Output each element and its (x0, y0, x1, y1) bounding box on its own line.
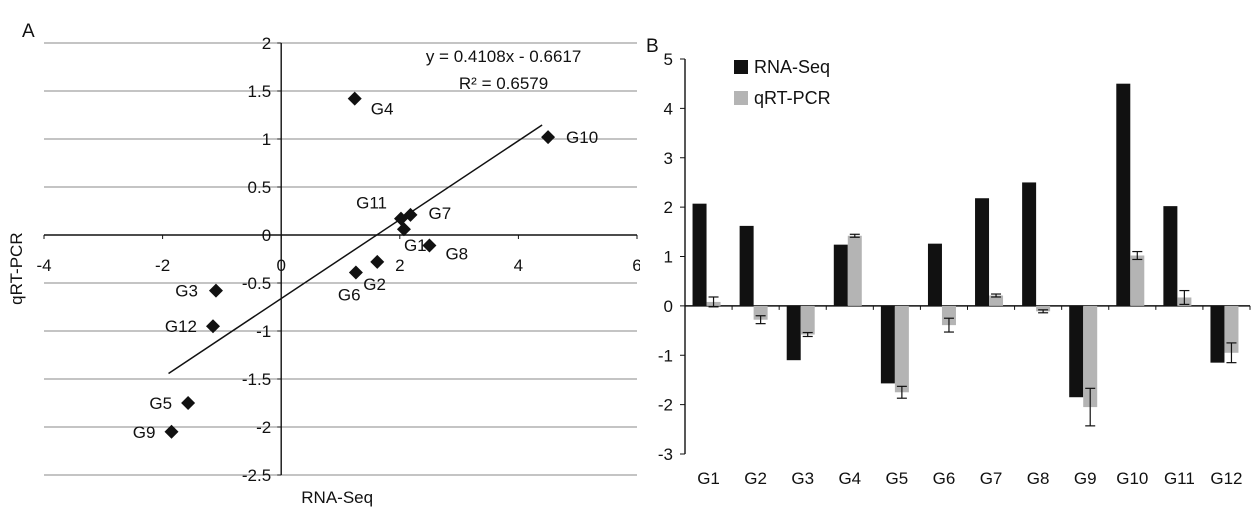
scatter-chart: A 2 1.5 1 0.5 0 -0.5 -1 -1.5 -2 -2.5 -4 -2 0 2 4 6 RNA-Se… (7, 21, 640, 507)
x-tick-label: G4 (838, 469, 861, 488)
bar-chart: B5 4 3 2 1 0 -1 -2 -3 G1 G2 G3 G4 G5 G6 G7 G8 G9 G10 G11 G12… (646, 36, 1251, 488)
scatter-point-g8 (422, 238, 437, 253)
bar-rna-seq-g6 (927, 243, 942, 306)
scatter-point-g9 (164, 424, 179, 439)
scatter-point-g4 (347, 91, 362, 106)
bar-qrt-pcr-g9 (1083, 305, 1098, 408)
scatter-point-g3 (208, 283, 223, 298)
bar-rna-seq-g3 (786, 305, 801, 361)
x-tick-label: G1 (697, 469, 720, 488)
legend-label-1: qRT-PCR (754, 88, 831, 108)
legend-swatch-1 (734, 91, 748, 105)
trendline (168, 124, 543, 375)
bar-rna-seq-g8 (1022, 182, 1037, 306)
x-tick-label: G3 (791, 469, 814, 488)
x-axis-title: RNA-Seq (301, 488, 373, 507)
bar-qrt-pcr-g12 (1224, 305, 1239, 353)
y-tick-label: -1 (256, 322, 271, 341)
x-tick-label: G9 (1074, 469, 1097, 488)
panel-label-a: A (22, 21, 35, 42)
bar-qrt-pcr-g10 (1130, 255, 1145, 306)
x-tick-label: -4 (36, 256, 51, 275)
y-tick-label: -1.5 (242, 370, 271, 389)
trendline-equation: y = 0.4108x - 0.6617 (426, 47, 581, 66)
bar-qrt-pcr-g3 (800, 305, 815, 335)
scatter-point-g11 (393, 211, 408, 226)
point-label-g6: G6 (338, 285, 361, 304)
bar-rna-seq-g2 (739, 225, 754, 306)
point-label-g10: G10 (566, 128, 598, 147)
y-tick-label: 2 (664, 198, 673, 217)
x-tick-label: G7 (980, 469, 1003, 488)
point-label-g11: G11 (356, 194, 387, 213)
bar-rna-seq-g9 (1069, 305, 1084, 398)
scatter-point-g6 (348, 265, 363, 280)
bar-qrt-pcr-g8 (1036, 305, 1051, 312)
x-tick-label: G2 (744, 469, 767, 488)
scatter-point-g10 (541, 130, 556, 145)
y-tick-label: 0 (262, 226, 271, 245)
x-tick-label: 2 (395, 256, 404, 275)
legend-swatch-0 (734, 60, 748, 74)
y-tick-label: 1.5 (248, 82, 272, 101)
point-label-g8: G8 (445, 245, 468, 264)
y-tick-label: -2 (256, 418, 271, 437)
y-tick-label: -1 (658, 346, 673, 365)
panel-label-b: B (646, 36, 659, 57)
bar-qrt-pcr-g4 (847, 235, 862, 306)
bar-qrt-pcr-g5 (894, 305, 909, 393)
x-tick-label: -2 (155, 256, 170, 275)
x-tick-label: G6 (933, 469, 956, 488)
bar-rna-seq-g1 (692, 203, 707, 306)
bar-rna-seq-g5 (880, 305, 895, 384)
y-tick-label: -2 (658, 396, 673, 415)
r-squared-label: R² = 0.6579 (459, 74, 548, 93)
y-tick-label: -0.5 (242, 274, 271, 293)
x-tick-label: 0 (276, 256, 285, 275)
x-tick-label: G5 (886, 469, 909, 488)
x-tick-label: 6 (632, 256, 640, 275)
y-tick-label: -3 (658, 445, 673, 464)
x-tick-label: G11 (1164, 469, 1195, 488)
point-label-g3: G3 (175, 282, 198, 301)
y-tick-label: -2.5 (242, 466, 271, 485)
scatter-point-g1 (396, 222, 411, 237)
y-tick-label: 1 (262, 130, 271, 149)
y-axis-title: qRT-PCR (7, 232, 26, 304)
scatter-point-g12 (206, 319, 221, 334)
bar-qrt-pcr-g7 (989, 295, 1004, 306)
x-tick-label: G12 (1210, 469, 1242, 488)
x-tick-label: G8 (1027, 469, 1050, 488)
y-tick-label: 3 (664, 149, 673, 168)
y-tick-label: 0.5 (248, 178, 272, 197)
y-tick-label: 5 (664, 50, 673, 69)
point-label-g5: G5 (149, 394, 172, 413)
x-tick-label: 4 (514, 256, 523, 275)
y-tick-label: 4 (664, 99, 673, 118)
x-tick-label: G10 (1116, 469, 1148, 488)
legend-label-0: RNA-Seq (754, 57, 830, 77)
bar-rna-seq-g12 (1210, 305, 1225, 363)
bar-qrt-pcr-g6 (941, 305, 956, 326)
point-label-g7: G7 (428, 204, 451, 223)
point-label-g1: G1 (404, 236, 427, 255)
y-tick-label: 0 (664, 297, 673, 316)
bar-rna-seq-g11 (1163, 206, 1178, 306)
bar-rna-seq-g10 (1116, 83, 1131, 306)
point-label-g4: G4 (371, 100, 394, 119)
y-tick-label: 1 (664, 248, 673, 267)
y-tick-label: 2 (262, 34, 271, 53)
point-label-g12: G12 (165, 317, 197, 336)
bar-rna-seq-g7 (975, 198, 990, 306)
scatter-point-g2 (370, 254, 385, 269)
scatter-point-g5 (181, 396, 196, 410)
point-label-g2: G2 (363, 275, 386, 294)
point-label-g9: G9 (133, 423, 156, 442)
bar-rna-seq-g4 (833, 244, 848, 306)
